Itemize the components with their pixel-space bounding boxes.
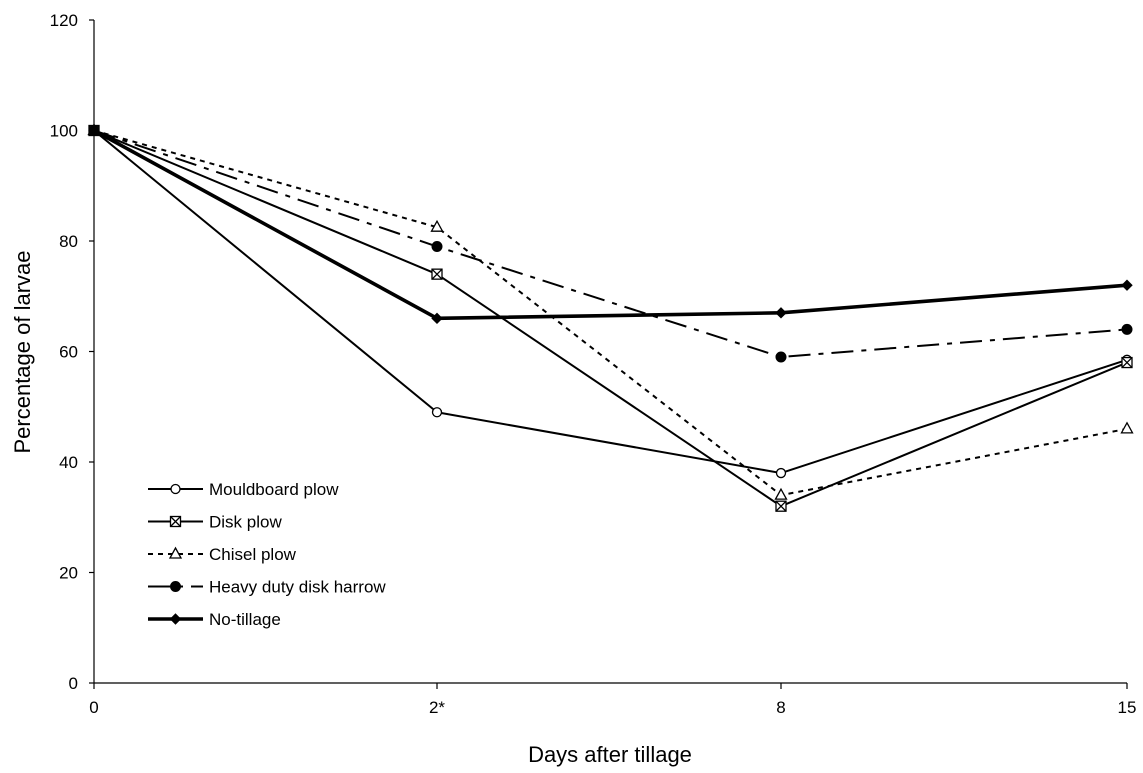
legend: Mouldboard plow Disk plow Chisel plow Heavy… (148, 480, 386, 629)
data-point (431, 268, 443, 280)
data-point (775, 351, 787, 363)
series-line (93, 129, 1128, 497)
series-3 (88, 125, 1133, 363)
y-tick-label: 0 (69, 674, 78, 693)
legend-item: Heavy duty disk harrow (148, 578, 386, 597)
legend-label: Mouldboard plow (209, 480, 339, 499)
x-tick-label: 15 (1118, 698, 1137, 717)
x-axis-title: Days after tillage (528, 742, 692, 767)
data-point (170, 581, 181, 592)
data-point (170, 483, 181, 495)
data-point (431, 312, 443, 325)
data-point (775, 307, 787, 319)
legend-item: Disk plow (148, 513, 282, 532)
series-1 (88, 124, 1133, 512)
data-point (1120, 421, 1134, 434)
y-tick-label: 100 (50, 122, 78, 141)
data-point (88, 124, 100, 137)
data-point (774, 487, 788, 500)
series-line (93, 129, 1128, 508)
y-tick-label: 60 (59, 343, 78, 362)
series-line (93, 129, 1128, 359)
legend-label: No-tillage (209, 610, 281, 629)
series-line (93, 128, 1128, 321)
series-4 (88, 124, 1133, 325)
legend-label: Chisel plow (209, 545, 297, 564)
x-tick-label: 2* (429, 698, 445, 717)
data-point (169, 515, 182, 528)
y-tick-label: 40 (59, 453, 78, 472)
legend-item: No-tillage (148, 610, 281, 629)
x-tick-label: 8 (776, 698, 785, 717)
legend-item: Mouldboard plow (148, 480, 339, 499)
data-point (430, 219, 444, 232)
data-point (1121, 323, 1133, 335)
data-point (775, 500, 787, 512)
y-tick-label: 20 (59, 564, 78, 583)
data-point (775, 467, 787, 479)
series-line (93, 129, 1128, 475)
y-axis-title: Percentage of larvae (10, 250, 35, 453)
data-point (1121, 279, 1133, 291)
data-point (168, 546, 183, 559)
x-ticks: 0 2* 8 15 (89, 683, 1136, 717)
data-point (169, 613, 182, 625)
data-point (431, 241, 443, 253)
x-tick-label: 0 (89, 698, 98, 717)
legend-label: Disk plow (209, 513, 282, 532)
series-layer (87, 123, 1134, 512)
y-ticks: 0 20 40 60 80 100 120 (50, 11, 94, 693)
y-tick-label: 80 (59, 232, 78, 251)
legend-item: Chisel plow (148, 545, 297, 564)
data-point (431, 407, 443, 418)
data-point (1121, 356, 1133, 369)
legend-label: Heavy duty disk harrow (209, 578, 386, 597)
y-tick-label: 120 (50, 11, 78, 30)
